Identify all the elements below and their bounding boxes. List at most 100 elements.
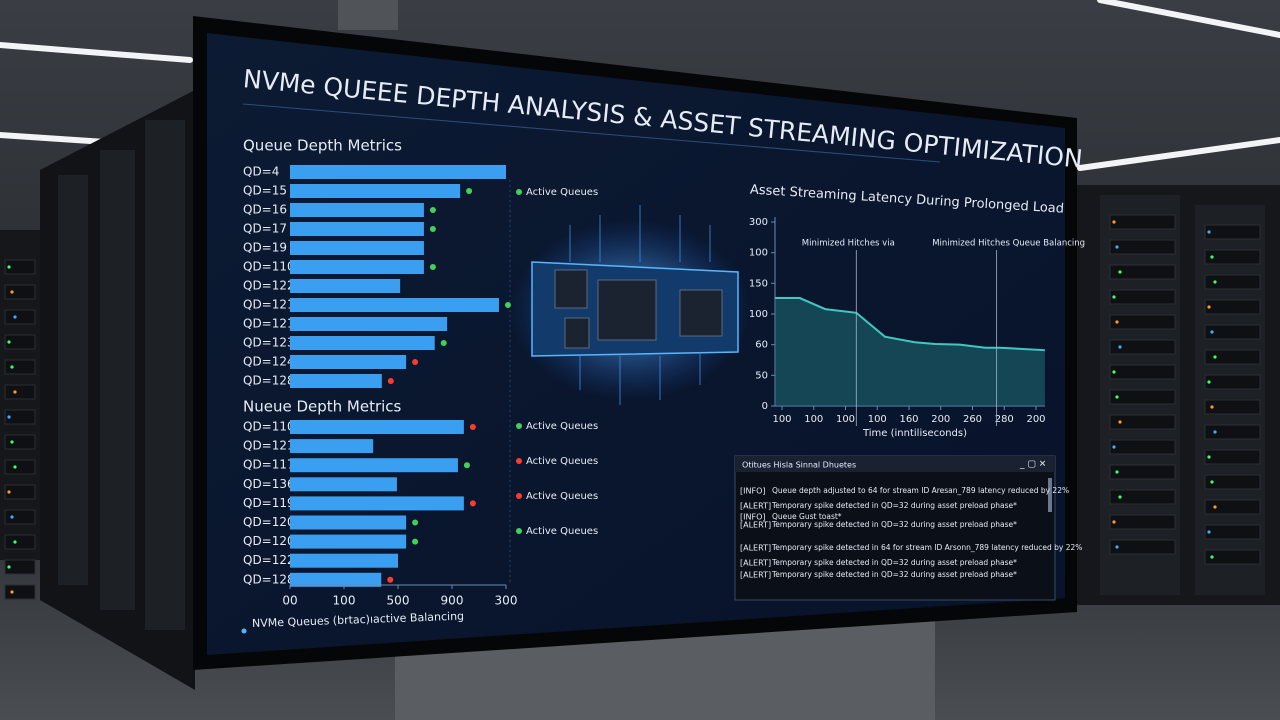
rack-unit	[4, 334, 36, 350]
x-tick-label: 160	[899, 414, 918, 425]
led	[13, 390, 17, 394]
led	[1207, 230, 1211, 234]
rack-unit	[1109, 464, 1176, 480]
bar	[290, 374, 382, 388]
led	[1210, 255, 1214, 259]
bar	[290, 420, 464, 434]
x-tick-label: 100	[868, 414, 887, 425]
log-text: Temporary spike detected in QD=32 during…	[771, 501, 1017, 510]
y-tick-label: QD=19	[243, 241, 287, 255]
x-tick-label: 100	[772, 414, 791, 425]
rack-unit	[1109, 439, 1176, 455]
chart-title: Queue Depth Metrics	[243, 137, 402, 155]
led	[7, 415, 11, 419]
rack-unit	[1109, 339, 1176, 355]
y-tick-label: QD=128	[243, 572, 295, 586]
led	[1210, 405, 1214, 409]
bar	[290, 515, 407, 530]
rack-unit	[4, 584, 36, 600]
y-tick-label: QD=110	[243, 260, 295, 274]
legend-label: Active Queues	[526, 526, 598, 537]
y-tick-label: QD=122	[243, 553, 295, 567]
rack-unit	[4, 309, 36, 325]
status-dot	[412, 519, 419, 526]
bar	[290, 496, 464, 511]
y-tick-label: 100	[749, 248, 768, 259]
rack-unit	[4, 409, 36, 425]
bar	[290, 298, 499, 312]
led	[1207, 530, 1211, 534]
legend-label: Active Queues	[526, 491, 598, 502]
led	[1115, 470, 1119, 474]
y-tick-label: QD=121	[243, 317, 295, 331]
led	[10, 590, 14, 594]
y-tick-label: QD=122	[243, 279, 295, 293]
status-dot	[429, 226, 436, 232]
led	[10, 515, 14, 519]
led	[1115, 395, 1119, 399]
line	[775, 297, 1045, 352]
bar	[290, 534, 407, 549]
log-text: Temporary spike detected in QD=32 during…	[771, 520, 1017, 529]
rack-unit	[1109, 489, 1176, 505]
rack-unit	[1204, 274, 1261, 290]
rack-unit	[1204, 424, 1261, 440]
led	[1112, 220, 1116, 224]
led	[1210, 330, 1214, 334]
log-tag: [ALERT]	[740, 571, 771, 580]
led	[1112, 520, 1116, 524]
chart-title: Nueue Depth Metrics	[243, 398, 402, 416]
rack-unit	[4, 259, 36, 275]
bar	[290, 477, 397, 492]
x-tick-label: 00	[282, 594, 297, 608]
led	[1207, 305, 1211, 309]
bar	[290, 572, 382, 587]
rack-unit	[1204, 449, 1261, 465]
led	[10, 365, 14, 369]
status-dot	[429, 264, 436, 270]
y-tick-label: QD=128	[243, 374, 295, 388]
rack-unit	[1204, 299, 1261, 315]
y-tick-label: QD=16	[243, 203, 287, 217]
led	[1115, 545, 1119, 549]
led	[1118, 270, 1122, 274]
legend-dot	[516, 458, 522, 464]
led	[7, 265, 11, 269]
scrollbar[interactable]	[1048, 478, 1052, 512]
window-controls[interactable]: _ ▢ ✕	[1019, 460, 1046, 470]
rack-unit	[1204, 249, 1261, 265]
bar	[290, 241, 424, 255]
rack-unit	[1109, 414, 1176, 430]
bar	[290, 260, 424, 274]
title-rule	[242, 103, 941, 163]
y-tick-label: QD=136	[243, 477, 295, 491]
rack-unit	[1204, 349, 1261, 365]
ssd-illustration	[510, 205, 750, 405]
led	[1213, 430, 1217, 434]
x-tick-label: 260	[963, 414, 982, 425]
status-dot	[469, 424, 476, 430]
rack-unit	[1109, 539, 1176, 555]
rack-unit	[1204, 374, 1261, 390]
status-dot	[412, 538, 419, 545]
legend-label: Active Queues	[526, 187, 598, 198]
legend-dot	[516, 528, 522, 534]
y-tick-label: QD=4	[243, 165, 279, 179]
log-text: Temporary spike detected in QD=32 during…	[771, 570, 1017, 579]
rack-unit	[4, 434, 36, 450]
x-tick-label: 100	[836, 414, 855, 425]
y-tick-label: 100	[749, 309, 768, 320]
rack-unit	[4, 284, 36, 300]
led	[1115, 320, 1119, 324]
bar	[290, 222, 424, 236]
bar	[290, 184, 461, 198]
x-tick-label: 100	[333, 594, 356, 608]
bar	[290, 203, 424, 217]
led	[1115, 245, 1119, 249]
log-tag: [INFO]	[740, 487, 765, 496]
led	[1112, 295, 1116, 299]
x-tick-label: 100	[804, 414, 823, 425]
log-tag: [ALERT]	[740, 559, 771, 568]
